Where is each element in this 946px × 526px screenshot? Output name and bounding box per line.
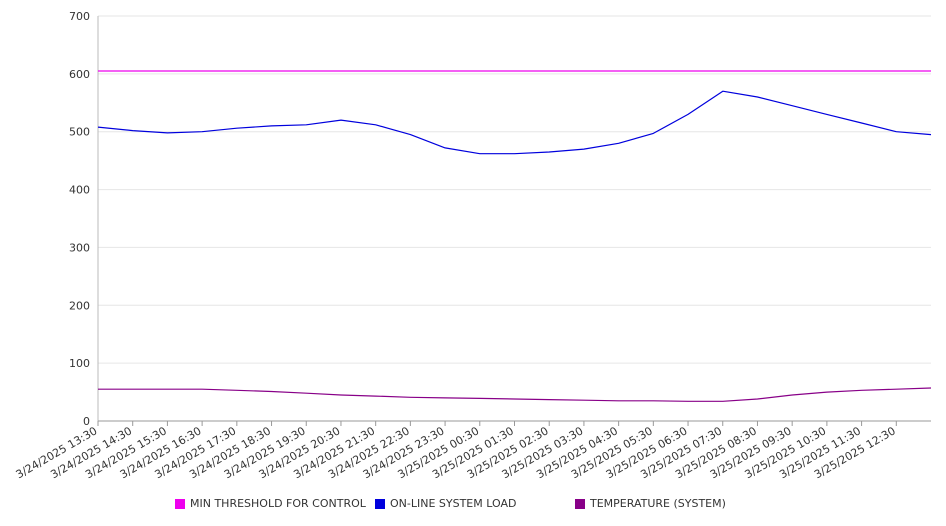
axes (97, 16, 931, 422)
y-tick-label-400: 400 (69, 184, 90, 197)
legend-item-system-load[interactable]: ON-LINE SYSTEM LOAD (375, 497, 516, 510)
legend-swatch-temperature (575, 498, 585, 509)
legend: MIN THRESHOLD FOR CONTROL ON-LINE SYSTEM… (0, 497, 946, 515)
legend-item-temperature[interactable]: TEMPERATURE (SYSTEM) (575, 497, 726, 510)
x-axis-ticks: 3/24/2025 13:303/24/2025 14:303/24/2025 … (14, 421, 898, 481)
legend-item-threshold[interactable]: MIN THRESHOLD FOR CONTROL (175, 497, 366, 510)
y-tick-label-700: 700 (69, 10, 90, 23)
legend-label-threshold: MIN THRESHOLD FOR CONTROL (190, 497, 366, 510)
y-tick-label-300: 300 (69, 241, 90, 254)
temperature-line (98, 387, 932, 402)
y-tick-label-600: 600 (69, 68, 90, 81)
legend-label-temperature: TEMPERATURE (SYSTEM) (590, 497, 726, 510)
y-tick-label-100: 100 (69, 357, 90, 370)
legend-label-system-load: ON-LINE SYSTEM LOAD (390, 497, 517, 510)
legend-swatch-threshold (175, 498, 185, 509)
grid-lines (98, 15, 931, 364)
y-tick-label-500: 500 (69, 126, 90, 139)
y-tick-label-0: 0 (83, 415, 90, 428)
y-tick-label-200: 200 (69, 299, 90, 312)
y-axis-ticks: 0 100 200 300 400 500 600 700 (69, 10, 90, 428)
series-lines (97, 70, 932, 402)
legend-swatch-system-load (375, 498, 385, 509)
system-load-line (97, 90, 932, 155)
